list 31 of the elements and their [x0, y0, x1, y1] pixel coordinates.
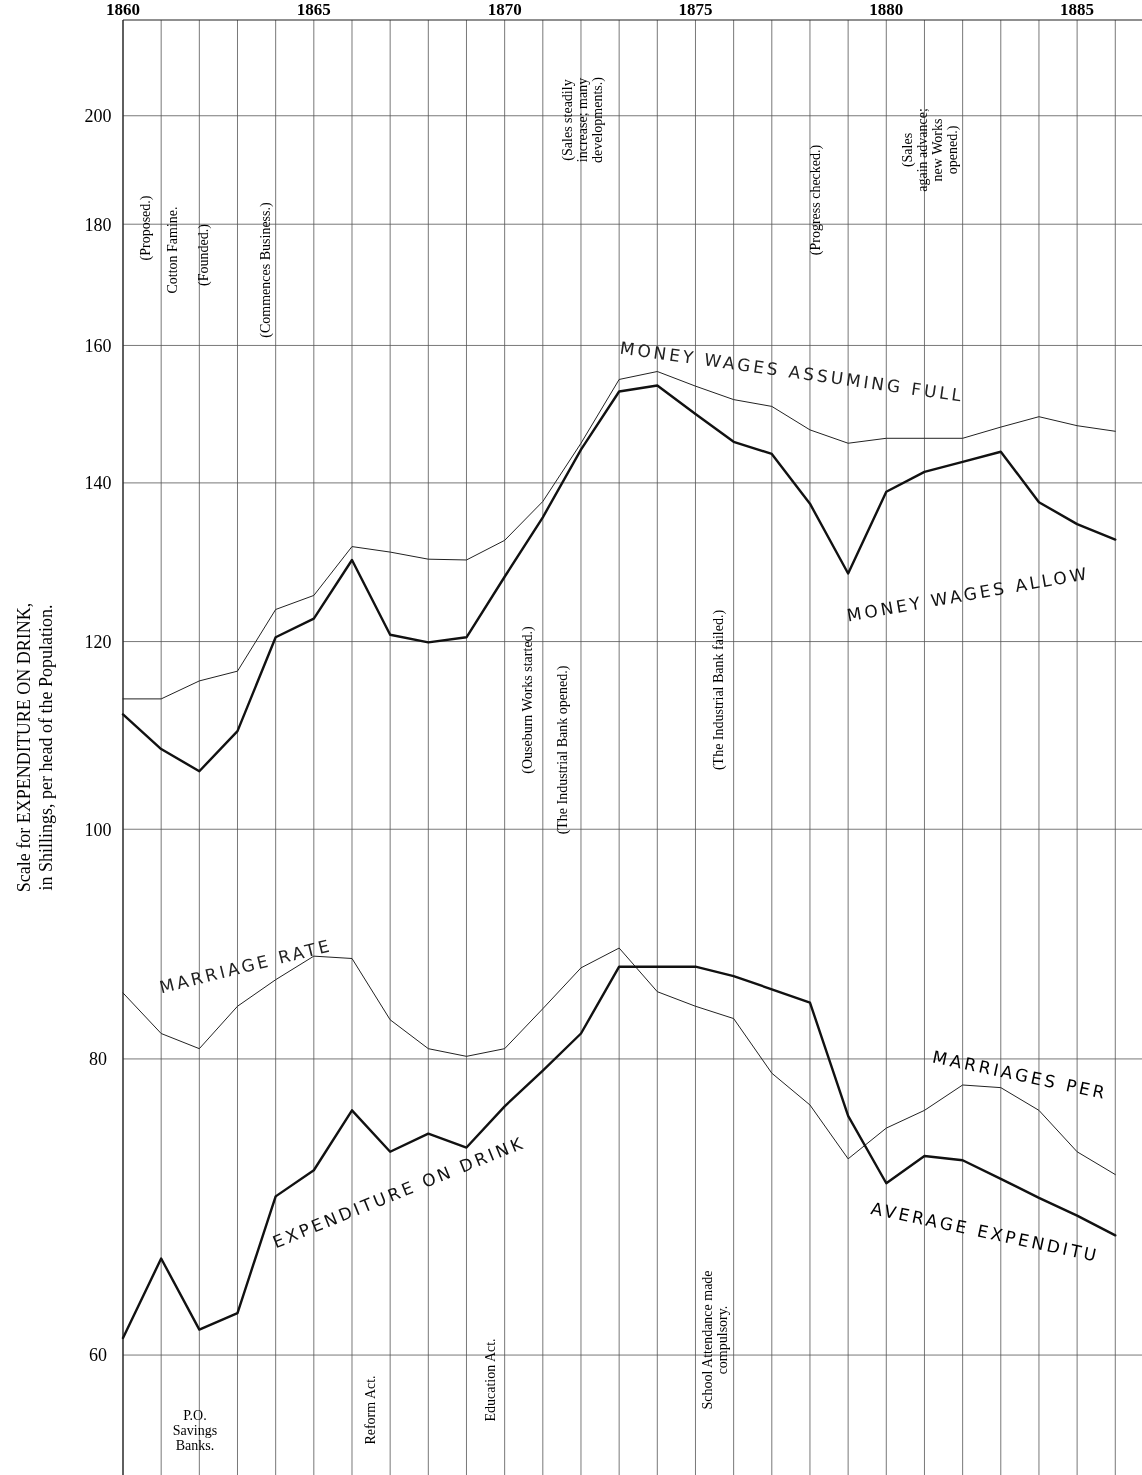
annotation: (Ouseburn Works started.)	[519, 625, 536, 774]
annotation: (Proposed.)	[137, 195, 154, 261]
annotation: (The Industrial Bank failed.)	[710, 609, 727, 771]
annotation: Education Act.	[482, 1338, 498, 1422]
annotation: (Commences Business.)	[257, 202, 274, 338]
annotation: (The Industrial Bank opened.)	[554, 665, 571, 835]
x-tick-label: 1865	[296, 0, 331, 19]
x-tick-label: 1860	[106, 0, 140, 19]
y-tick-label: 120	[84, 631, 112, 652]
y-tick-label: 200	[84, 106, 112, 127]
y-tick-label: 160	[84, 335, 112, 356]
annotation: (Sales steadily increase; many developments.)	[559, 76, 606, 163]
annotation: School Attendance made compulsory.	[700, 1270, 731, 1410]
annotation: P.O. Savings Banks.	[172, 1407, 218, 1453]
y-tick-label: 100	[84, 819, 112, 840]
text: MONEY WAGES ALLOW	[845, 563, 1091, 626]
y-tick-label: 80	[89, 1049, 107, 1070]
annotation: Cotton Famine.	[164, 206, 180, 294]
x-tick-label: 1880	[869, 0, 904, 19]
y-tick-label: 140	[84, 473, 112, 494]
y-tick-label: 180	[84, 214, 112, 235]
y-axis-title: Scale for EXPENDITURE ON DRINK, in Shillings, per head of the Population.	[14, 602, 56, 893]
annotation: (Sales again advance; new Works opened.)	[900, 108, 962, 192]
x-tick-label: 1885	[1060, 0, 1095, 19]
annotation: (Progress checked.)	[807, 144, 824, 256]
x-tick-label: 1875	[678, 0, 713, 19]
y-tick-label: 60	[89, 1345, 107, 1366]
annotation: (Founded.)	[195, 223, 212, 286]
text: MONEY WAGES ASSUMING FULL	[618, 337, 966, 406]
x-tick-label: 1870	[487, 0, 522, 19]
annotation: Reform Act.	[362, 1375, 378, 1445]
